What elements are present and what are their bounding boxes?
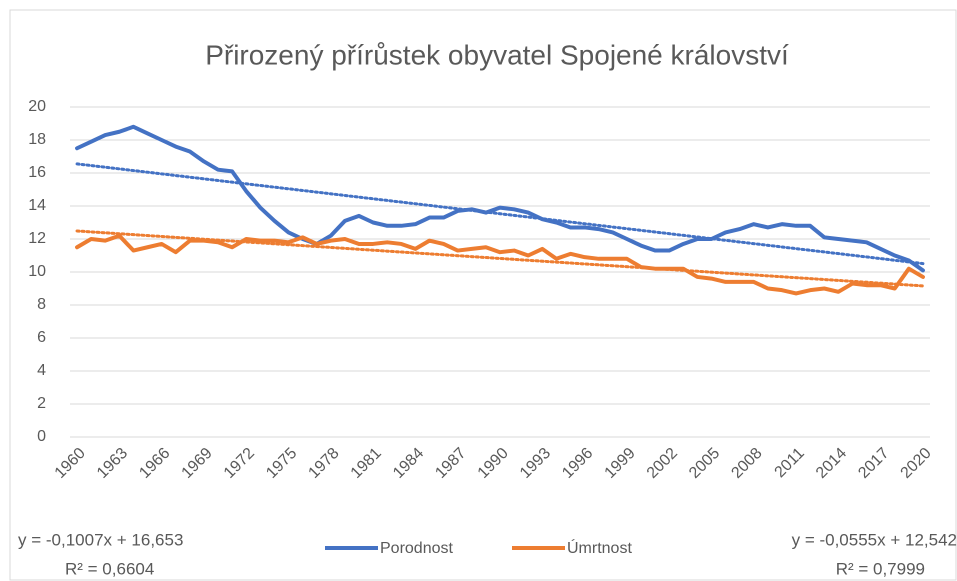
trendline (75, 162, 925, 266)
y-tick-label: 20 (28, 98, 46, 115)
data-line (75, 124, 925, 273)
y-tick-label: 18 (28, 131, 46, 148)
y-tick-label: 16 (28, 164, 46, 181)
y-tick-label: 4 (37, 362, 46, 379)
trendline-equation: y = -0,1007x + 16,653 (18, 530, 183, 549)
trendline (75, 229, 925, 288)
y-tick-label: 8 (37, 296, 46, 313)
trendline-r2: R² = 0,6604 (65, 559, 154, 578)
legend-label: Porodnost (380, 540, 453, 557)
y-tick-label: 0 (37, 428, 46, 445)
legend-label: Úmrtnost (567, 538, 632, 557)
y-tick-label: 2 (37, 395, 46, 412)
y-tick-label: 14 (28, 197, 46, 214)
trendline-r2: R² = 0,7999 (836, 559, 925, 578)
data-line (75, 233, 925, 296)
chart-frame (9, 9, 957, 581)
y-tick-label: 10 (28, 263, 46, 280)
y-tick-label: 6 (37, 329, 46, 346)
y-tick-label: 12 (28, 230, 46, 247)
chart-title: Přirozený přírůstek obyvatel Spojené krá… (205, 39, 789, 70)
trendline-equation: y = -0,0555x + 12,542 (792, 530, 957, 549)
